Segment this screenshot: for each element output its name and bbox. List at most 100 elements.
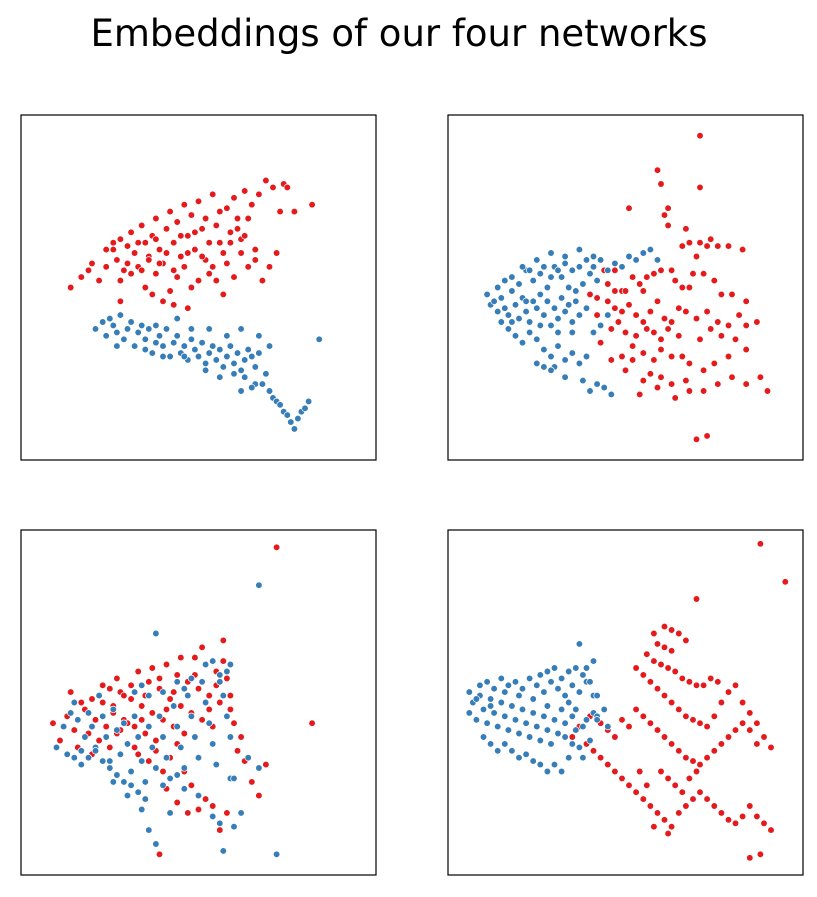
blue-point (120, 778, 128, 786)
red-point (632, 311, 640, 319)
red-point (223, 204, 231, 212)
red-point (155, 850, 164, 858)
red-point (177, 232, 185, 240)
blue-point (518, 263, 527, 271)
blue-point (198, 339, 206, 347)
blue-point (568, 681, 576, 689)
blue-point (579, 754, 587, 762)
scatter-panel-bottom-right (447, 529, 804, 876)
red-point (692, 595, 701, 603)
blue-point (63, 750, 71, 758)
blue-point (130, 712, 139, 720)
blue-point (518, 339, 527, 347)
red-point (198, 716, 206, 724)
blue-point (212, 356, 220, 364)
blue-point (180, 342, 188, 350)
red-point (141, 283, 149, 292)
blue-point (611, 259, 619, 268)
red-point (767, 743, 775, 752)
red-point (699, 366, 708, 374)
blue-point (138, 321, 146, 330)
blue-point (102, 332, 110, 340)
blue-point (565, 698, 573, 707)
blue-point (533, 681, 541, 689)
blue-point (241, 373, 249, 381)
red-point (272, 543, 281, 551)
red-point (738, 719, 747, 727)
blue-point (572, 297, 580, 305)
blue-point (525, 318, 534, 326)
red-point (67, 688, 75, 696)
blue-point (216, 671, 224, 679)
blue-point (166, 774, 174, 783)
blue-point (180, 352, 188, 361)
red-point (696, 760, 704, 769)
red-point (611, 304, 619, 312)
red-point (194, 805, 203, 814)
red-point (632, 705, 640, 714)
blue-point (77, 760, 85, 769)
blue-point (237, 387, 245, 395)
blue-point (497, 318, 505, 326)
red-point (742, 297, 750, 305)
red-point (660, 691, 669, 700)
blue-point (230, 774, 238, 783)
red-point (116, 235, 125, 243)
blue-point (138, 757, 146, 765)
red-point (667, 626, 676, 634)
blue-point (486, 695, 495, 703)
red-point (653, 726, 662, 734)
blue-point (127, 781, 135, 789)
blue-point (145, 691, 153, 700)
blue-point (604, 722, 612, 731)
red-point (237, 249, 245, 257)
red-point (251, 256, 259, 264)
red-point (682, 754, 690, 762)
red-point (184, 304, 192, 312)
red-point (113, 674, 121, 683)
red-point (696, 183, 704, 192)
red-point (660, 643, 669, 651)
red-point (138, 266, 146, 274)
red-point (646, 307, 655, 316)
blue-point (479, 705, 488, 714)
blue-point (543, 767, 552, 776)
red-point (230, 273, 238, 281)
red-point (664, 829, 672, 838)
blue-point (547, 273, 555, 281)
blue-point (212, 760, 220, 769)
red-point (717, 698, 726, 707)
red-point (671, 276, 679, 285)
blue-point (230, 370, 238, 378)
blue-point (173, 314, 181, 323)
blue-point (191, 733, 199, 741)
red-point (170, 688, 178, 696)
blue-point (304, 397, 313, 406)
red-point (233, 214, 242, 223)
red-point (177, 252, 185, 261)
red-point (667, 647, 676, 655)
red-point (639, 795, 647, 803)
red-point (699, 387, 708, 395)
red-point (653, 166, 662, 174)
axes-frame (447, 529, 804, 876)
red-point (682, 376, 690, 385)
red-point (56, 736, 64, 745)
red-point (177, 653, 185, 662)
red-point (223, 674, 231, 683)
blue-point (173, 678, 181, 686)
red-point (155, 259, 164, 268)
blue-point (248, 352, 256, 361)
blue-point (561, 252, 569, 261)
blue-point (187, 335, 196, 343)
red-point (187, 781, 196, 789)
red-point (283, 183, 291, 192)
red-point (643, 273, 651, 281)
blue-point (251, 363, 259, 371)
red-point (717, 740, 726, 748)
red-point (191, 653, 199, 662)
red-point (241, 232, 249, 240)
red-point (685, 359, 694, 368)
red-point (138, 221, 146, 230)
red-point (667, 698, 676, 707)
